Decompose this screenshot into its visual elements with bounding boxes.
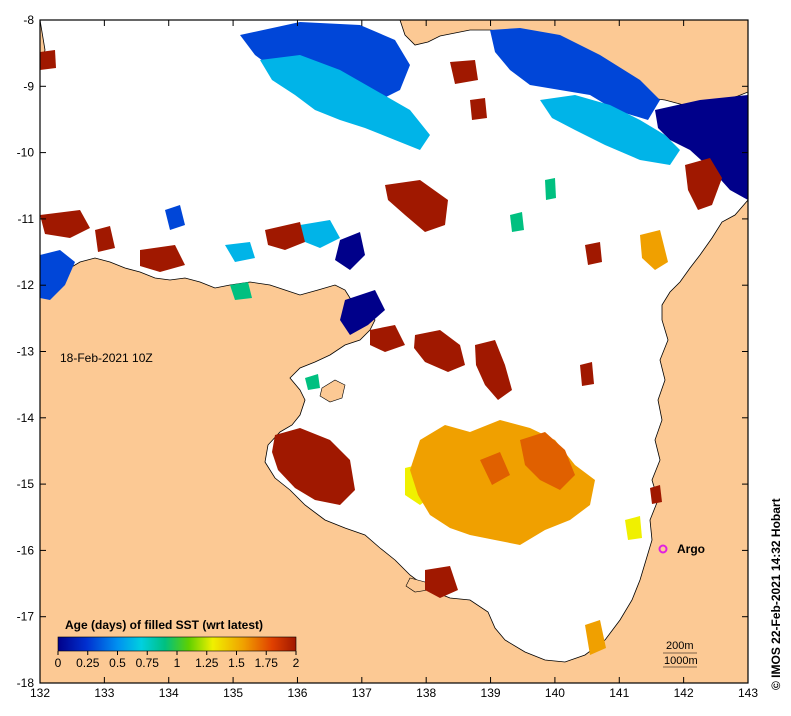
y-tick-label: -8 bbox=[23, 13, 34, 27]
sst-patches-age-175 bbox=[480, 432, 575, 490]
contour-200m-label: 200m bbox=[666, 640, 694, 652]
legend-title: Age (days) of filled SST (wrt latest) bbox=[65, 618, 263, 632]
x-tick-label: 133 bbox=[94, 686, 114, 700]
legend-tick-label: 0 bbox=[55, 656, 62, 670]
land-cape-york bbox=[40, 199, 748, 683]
x-tick-label: 134 bbox=[159, 686, 179, 700]
date-label: 18-Feb-2021 10Z bbox=[60, 351, 153, 365]
y-tick-label: -15 bbox=[17, 477, 35, 491]
land-groote bbox=[319, 379, 346, 403]
argo-label: Argo bbox=[677, 542, 705, 556]
y-tick-label: -11 bbox=[18, 212, 35, 226]
land-wellesley bbox=[405, 577, 429, 593]
y-tick-label: -13 bbox=[17, 345, 35, 359]
x-tick-label: 136 bbox=[287, 686, 307, 700]
legend-colorbar bbox=[57, 636, 297, 652]
y-axis-ticks: -8 -9 -10 -11 -12 -13 -14 -15 -16 -17 -18 bbox=[17, 13, 748, 690]
y-tick-label: -12 bbox=[17, 278, 35, 292]
legend-tick-label: 0.75 bbox=[136, 656, 160, 670]
x-tick-label: 140 bbox=[545, 686, 565, 700]
y-tick-label: -14 bbox=[17, 411, 35, 425]
y-tick-label: -18 bbox=[17, 676, 35, 690]
y-tick-label: -16 bbox=[17, 543, 35, 557]
x-tick-label: 138 bbox=[416, 686, 436, 700]
legend-tick-label: 2 bbox=[293, 656, 300, 670]
x-tick-label: 137 bbox=[352, 686, 372, 700]
x-tick-label: 132 bbox=[30, 686, 50, 700]
credit-label: © IMOS 22-Feb-2021 14:32 Hobart bbox=[769, 498, 783, 690]
argo-float-marker bbox=[658, 544, 668, 554]
legend-tick-label: 0.25 bbox=[76, 656, 100, 670]
y-tick-label: -10 bbox=[17, 146, 35, 160]
x-tick-label: 142 bbox=[674, 686, 694, 700]
legend-tick-label: 0.5 bbox=[109, 656, 126, 670]
x-tick-label: 143 bbox=[738, 686, 758, 700]
y-tick-label: -9 bbox=[23, 79, 34, 93]
x-axis-ticks: 132 133 134 135 136 137 138 139 140 141 142 143 bbox=[30, 20, 758, 700]
legend-tick-label: 1.75 bbox=[255, 656, 279, 670]
contour-1000m-label: 1000m bbox=[664, 655, 698, 667]
legend-tick-label: 1.25 bbox=[195, 656, 219, 670]
sst-patches-age-075 bbox=[230, 178, 556, 390]
legend-ticks: 0 0.25 0.5 0.75 1 1.25 1.5 1.75 2 bbox=[55, 651, 300, 670]
x-tick-label: 141 bbox=[609, 686, 629, 700]
x-tick-label: 135 bbox=[223, 686, 243, 700]
y-tick-label: -17 bbox=[17, 610, 35, 624]
legend-tick-label: 1 bbox=[174, 656, 181, 670]
sst-patches-age-2 bbox=[40, 50, 722, 598]
legend-tick-label: 1.5 bbox=[228, 656, 245, 670]
x-tick-label: 139 bbox=[481, 686, 501, 700]
sst-patches-age-05 bbox=[225, 55, 680, 262]
